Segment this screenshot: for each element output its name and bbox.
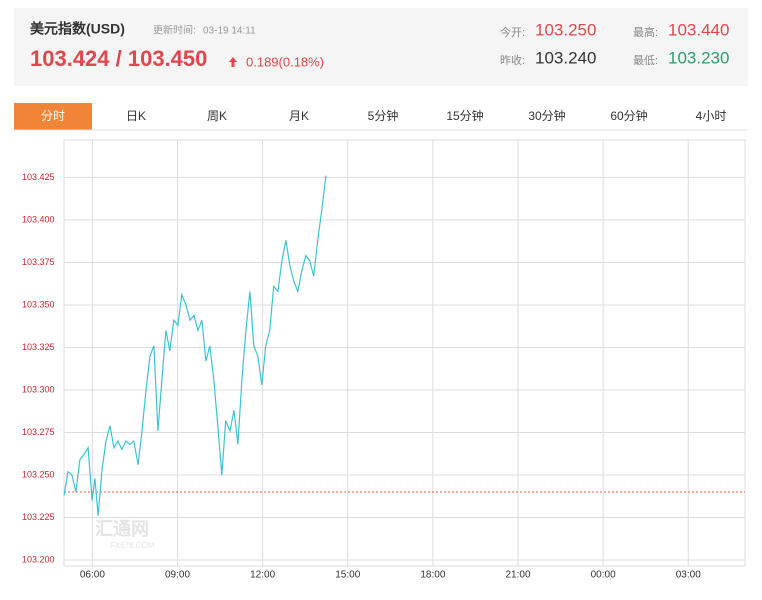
plot-frame: [63, 139, 746, 567]
tab[interactable]: 月K: [289, 109, 309, 123]
open: 103.250: [535, 20, 596, 39]
update-label: 更新时间:: [153, 24, 196, 37]
x-tick-label: 21:00: [505, 570, 530, 581]
tab[interactable]: 分时: [41, 109, 65, 123]
y-tick-label: 103.250: [22, 469, 55, 479]
tab[interactable]: 4小时: [696, 109, 727, 123]
y-tick-label: 103.300: [22, 384, 55, 394]
title: 美元指数(USD): [30, 21, 125, 37]
y-tick-label: 103.375: [22, 257, 55, 267]
prev-label: 昨收:: [500, 53, 525, 67]
y-tick-label: 103.400: [22, 214, 55, 224]
x-tick-label: 18:00: [420, 570, 445, 581]
up-arrow: [229, 57, 237, 67]
tab[interactable]: 日K: [126, 109, 146, 123]
x-tick-label: 09:00: [165, 570, 190, 581]
y-tick-label: 103.425: [22, 172, 55, 182]
x-tick-label: 06:00: [80, 570, 105, 581]
y-tick-label: 103.275: [22, 427, 55, 437]
y-tick-label: 103.225: [22, 512, 55, 522]
y-tick-label: 103.325: [22, 342, 55, 352]
prev: 103.240: [535, 48, 596, 67]
tab[interactable]: 周K: [207, 109, 227, 123]
y-tick-label: 103.200: [22, 554, 55, 564]
update-time: 03-19 14:11: [203, 26, 256, 37]
low-label: 最低:: [633, 54, 658, 67]
price-line: [63, 175, 327, 516]
y-tick-label: 103.350: [22, 299, 55, 309]
high-label: 最高:: [633, 25, 658, 39]
watermark-site: FX678.COM: [110, 541, 155, 550]
tab[interactable]: 60分钟: [610, 108, 647, 123]
x-tick-label: 15:00: [335, 570, 360, 581]
x-tick-label: 03:00: [676, 570, 701, 581]
x-tick-label: 12:00: [250, 570, 275, 581]
tab[interactable]: 15分钟: [446, 108, 483, 123]
tab[interactable]: 30分钟: [528, 108, 565, 123]
price: 103.424 / 103.450: [30, 46, 207, 71]
active-tab[interactable]: [14, 103, 92, 130]
open-label: 今开:: [500, 25, 525, 39]
change: 0.189(0.18%): [246, 54, 324, 69]
watermark: 汇通网: [95, 519, 149, 539]
high: 103.440: [668, 20, 729, 39]
header-box: [14, 8, 748, 86]
tab[interactable]: 5分钟: [368, 108, 399, 123]
low: 103.230: [668, 48, 729, 67]
x-tick-label: 00:00: [591, 570, 616, 581]
